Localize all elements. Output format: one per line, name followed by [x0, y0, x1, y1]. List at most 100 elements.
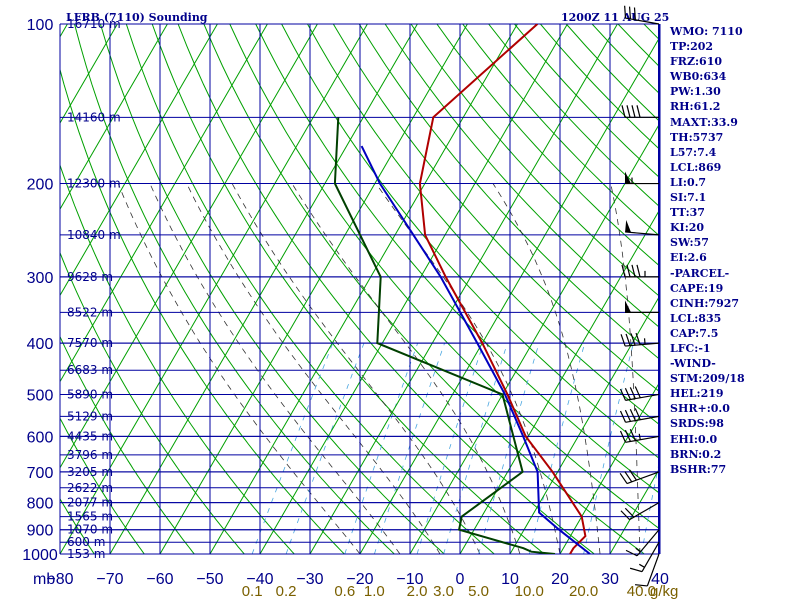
isotherm-line [0, 24, 17, 554]
mixing-ratio-line [583, 342, 634, 554]
wind-barb-feather [619, 410, 627, 423]
moist-adiabat-line [492, 183, 601, 554]
index-item: HEL:219 [670, 387, 724, 401]
wind-barb-feather [620, 334, 626, 347]
mixing-ratio-line [528, 342, 586, 554]
temperature-tick-label: −80 [46, 571, 73, 588]
isotherm-line [359, 37, 659, 554]
height-label: 16710 m [67, 17, 121, 31]
isotherm-line [60, 24, 118, 124]
mixing-ratio-line [344, 342, 419, 554]
moist-adiabat-line [610, 183, 641, 554]
wind-barb-half-feather [638, 433, 641, 440]
height-label: 12300 m [67, 177, 121, 191]
mixing-ratio-tick-label: 0.1 [242, 583, 263, 600]
wind-barb-feather [624, 409, 631, 422]
wind-barb-feather [628, 6, 632, 20]
dry-adiabat-line [74, 24, 395, 554]
grid-lines [59, 23, 661, 555]
height-label: 9628 m [67, 270, 113, 284]
index-item: CINH:7927 [670, 296, 740, 310]
height-label: 1565 m [67, 510, 113, 524]
wind-barb-staff [646, 553, 660, 587]
wind-barb-feather [631, 264, 636, 278]
isotherm-line [409, 123, 659, 554]
index-item: PW:1.30 [670, 85, 721, 99]
wind-barb-feather [629, 429, 636, 441]
index-item: LCL:869 [670, 160, 722, 174]
wind-barb-feather [629, 567, 643, 573]
dry-adiabat-line [747, 24, 800, 554]
height-label: 5890 m [67, 387, 113, 401]
index-item: CAP:7.5 [670, 326, 719, 340]
temperature-tick-label: 40 [651, 571, 669, 588]
index-item: SI:7.1 [670, 191, 707, 205]
isotherm-line [60, 24, 168, 211]
isotherm-line [209, 24, 518, 554]
index-item: LCL:835 [670, 311, 722, 325]
pressure-tick-label: 600 [27, 429, 54, 446]
dry-adiabat-line [177, 24, 595, 554]
temperature-tick-label: −10 [396, 571, 423, 588]
wind-barb-staff [625, 415, 660, 423]
moist-adiabat-line [291, 183, 521, 554]
index-item: FRZ:610 [670, 55, 723, 69]
height-label: 1070 m [67, 523, 113, 537]
wind-barb-feather [635, 584, 648, 587]
pressure-tick-label: 700 [27, 465, 54, 482]
wind-barb-feather [631, 105, 636, 118]
index-item: -WIND- [670, 357, 716, 371]
dry-adiabat-line [488, 24, 659, 207]
index-item: EI:2.6 [670, 251, 707, 265]
height-label: 3796 m [67, 448, 113, 462]
chart-title: LFRB (7110) Sounding [66, 11, 208, 24]
stability-indices: WMO: 7110 TP:202 FRZ:610 WB0:634 PW:1.30… [670, 24, 745, 477]
isotherm-line [109, 24, 418, 554]
wind-barb-feather [621, 264, 626, 278]
height-label: 8522 m [67, 305, 113, 319]
dry-adiabat-line [151, 24, 545, 554]
isotherm-line [60, 24, 368, 554]
pressure-tick-label: 300 [27, 270, 54, 287]
wind-barb-staff [636, 529, 660, 557]
temperature-tick-label: −50 [196, 571, 223, 588]
wind-barb-feather [634, 408, 641, 420]
mixing-ratio-tick-label: 5.0 [468, 583, 489, 600]
height-label: 2622 m [67, 481, 113, 495]
index-item: BSHR:77 [670, 462, 727, 476]
temperature-tick-label: −30 [296, 571, 323, 588]
height-label: 5129 m [67, 409, 113, 423]
wind-barb-feather [636, 105, 641, 118]
mixing-ratio-line [285, 342, 365, 554]
index-item: RH:61.2 [670, 100, 721, 114]
wind-barb-staff [625, 393, 660, 401]
mixing-ratio-unit-label: g/kg [650, 583, 678, 600]
dry-adiabat-line [514, 24, 659, 178]
wind-barb-feather [624, 5, 627, 19]
index-item: SW:57 [670, 236, 709, 250]
index-item: KI:20 [670, 221, 705, 235]
height-label: 2077 m [67, 496, 113, 510]
wind-barb-feather [626, 105, 631, 118]
wind-barb-staff [625, 17, 660, 25]
index-item: -PARCEL- [670, 266, 730, 280]
pressure-tick-label: 200 [27, 177, 54, 194]
wind-barb-feather [626, 264, 631, 278]
wind-barb-feather [619, 430, 627, 443]
wind-barb-feather [636, 264, 641, 278]
temperature-tick-label: 30 [601, 571, 619, 588]
isotherm-line [60, 24, 318, 469]
wind-barb-staff [629, 502, 660, 521]
parcel-curve [360, 145, 591, 554]
height-label: 4435 m [67, 429, 113, 443]
mixing-ratio-tick-label: 10.0 [515, 583, 544, 600]
wind-barb-pennant [625, 300, 631, 313]
height-label: 153 m [67, 547, 105, 561]
index-item: EHI:0.0 [670, 432, 718, 446]
wind-barb-feather [629, 387, 636, 399]
height-label: 10840 m [67, 228, 121, 242]
wind-barb-staff [625, 342, 660, 347]
wind-barb-feather [619, 472, 628, 484]
height-label: 3205 m [67, 465, 113, 479]
